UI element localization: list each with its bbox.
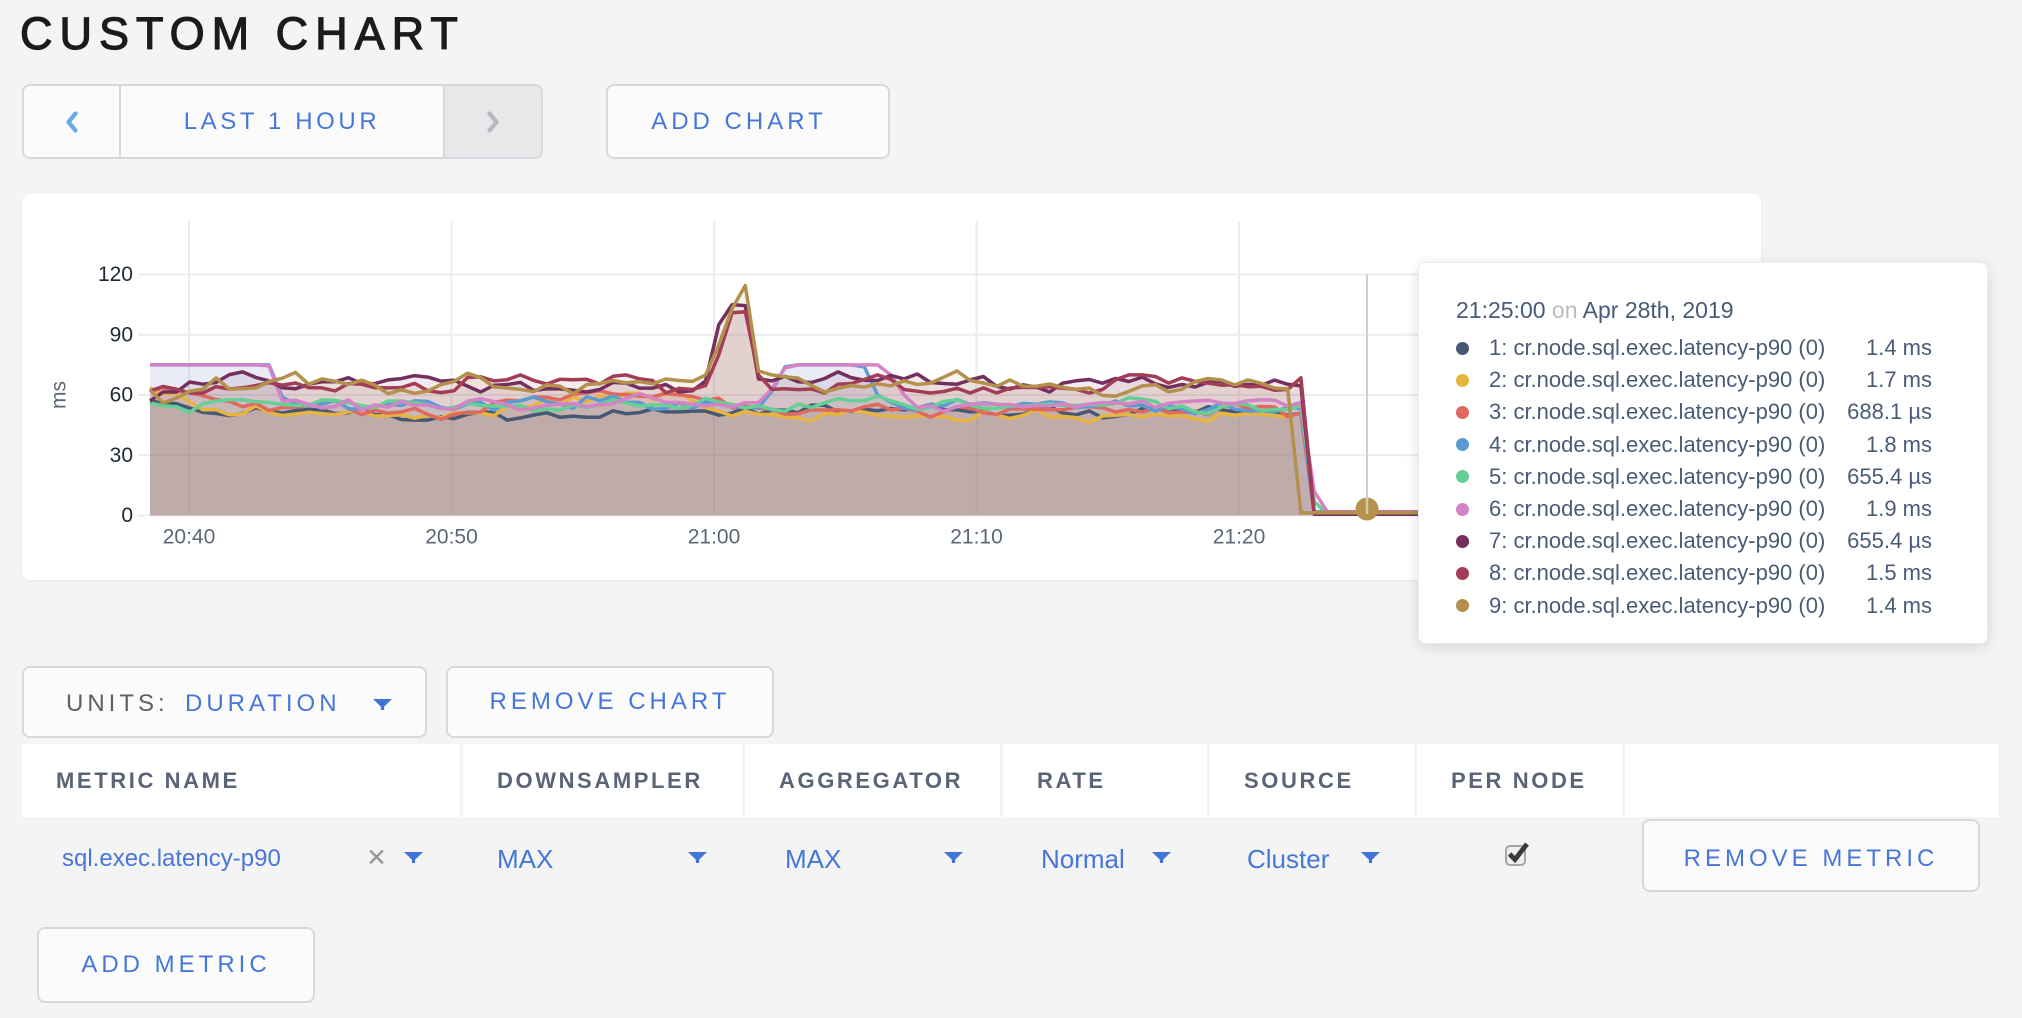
svg-text:20:40: 20:40	[163, 526, 216, 549]
svg-text:ms: ms	[48, 381, 71, 409]
svg-text:90: 90	[110, 323, 133, 346]
svg-text:60: 60	[110, 384, 133, 407]
svg-text:21:00: 21:00	[688, 526, 741, 549]
svg-text:30: 30	[110, 444, 133, 467]
svg-text:21:10: 21:10	[950, 526, 1003, 549]
svg-text:120: 120	[98, 263, 133, 286]
svg-text:0: 0	[121, 504, 133, 527]
svg-text:21:20: 21:20	[1213, 526, 1266, 549]
svg-text:20:50: 20:50	[425, 526, 478, 549]
